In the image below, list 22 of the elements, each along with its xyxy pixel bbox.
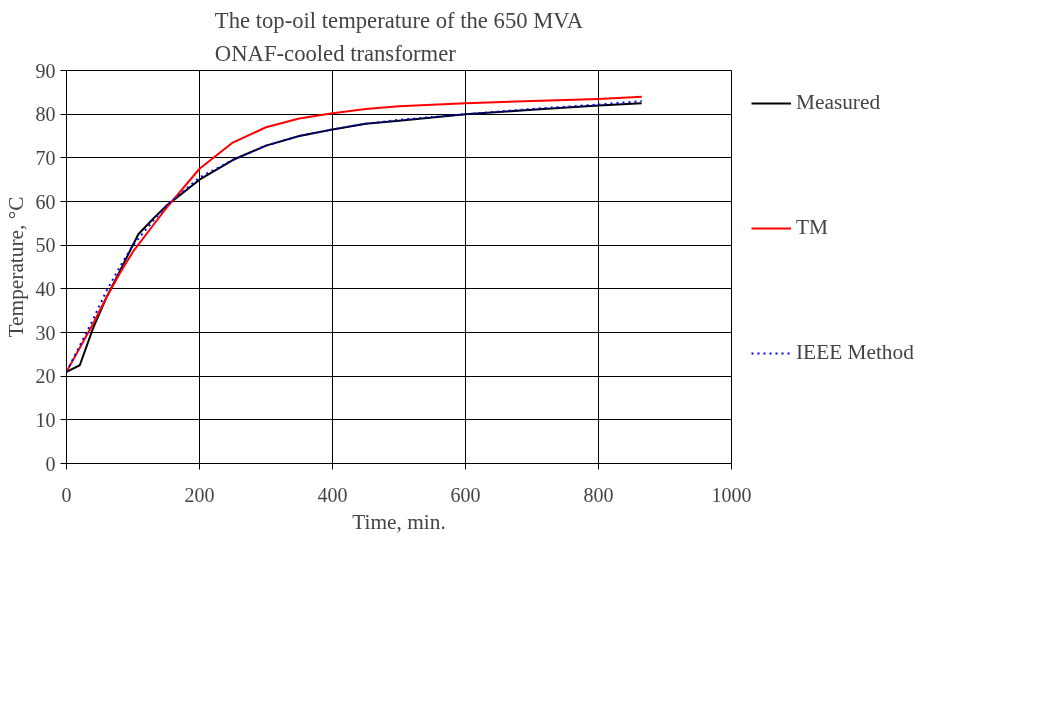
y-tick-label: 0 [45,452,56,475]
legend-label: Measured [796,90,881,115]
legend-label: IEEE Method [796,340,914,365]
y-axis-title: Temperature, °C [3,196,28,338]
y-tick-label: 40 [35,277,56,300]
x-tick-label: 600 [450,483,481,506]
y-tick-label: 60 [35,190,56,213]
x-tick-label: 0 [61,483,72,506]
y-tick-label: 80 [35,103,56,126]
y-tick-label: 30 [35,321,56,344]
chart-title: The top-oil temperature of the 650 MVA ONAF-cooled transformer [214,8,584,66]
y-tick-label: 50 [35,234,56,257]
x-tick-label: 800 [583,483,614,506]
x-tick-label: 1000 [711,483,752,506]
x-tick-label: 400 [317,483,348,506]
x-axis-title: Time, min. [352,509,446,534]
x-tick-label: 200 [184,483,215,506]
y-tick-label: 90 [35,59,56,82]
y-tick-label: 70 [35,146,56,169]
legend-label: TM [796,215,828,240]
y-tick-label: 10 [35,408,56,431]
y-tick-label: 20 [35,365,56,388]
